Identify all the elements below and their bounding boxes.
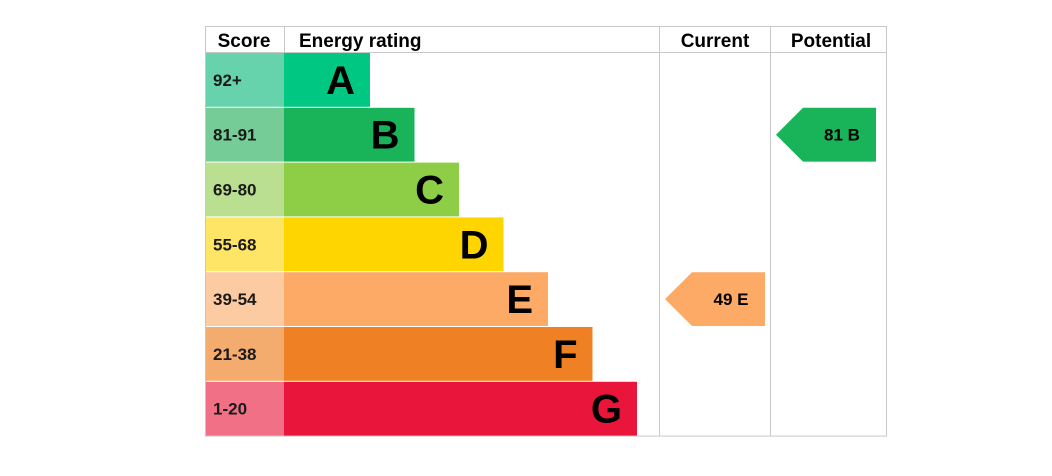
band-e: 39-54 E	[206, 272, 548, 326]
band-c: 69-80 C	[206, 162, 459, 217]
rating-bar	[284, 162, 459, 217]
score-range-label: 21-38	[213, 345, 256, 364]
score-range-label: 81-91	[213, 126, 256, 145]
rating-bar	[284, 327, 593, 381]
score-cell	[206, 162, 285, 217]
rating-bar	[284, 272, 548, 326]
header-potential: Potential	[791, 31, 871, 52]
rating-bar	[284, 107, 415, 162]
rating-letter: C	[415, 169, 444, 213]
current-rating-arrow-label: 49 E	[714, 290, 749, 309]
score-range-label: 39-54	[213, 290, 257, 309]
score-range-label: 55-68	[213, 235, 256, 254]
potential-rating-arrow-label: 81 B	[824, 126, 860, 145]
header-energy-rating: Energy rating	[299, 31, 421, 52]
chart-border	[205, 26, 887, 437]
header-current: Current	[681, 31, 750, 52]
score-cell	[206, 107, 285, 162]
rating-arrows: 49 E 81 B	[665, 107, 876, 326]
score-cell	[206, 53, 285, 107]
rating-letter: E	[506, 278, 533, 322]
rating-bar	[284, 381, 637, 436]
band-f: 21-38 F	[206, 327, 593, 381]
band-g: 1-20 G	[206, 381, 637, 436]
rating-bands: 92+ A 81-91 B 69-80 C 55-68 D 39-54 E 21-38 F 1-20 G	[206, 53, 637, 436]
band-b: 81-91 B	[206, 107, 415, 162]
score-cell	[206, 381, 285, 436]
rating-letter: A	[326, 59, 355, 103]
chart-grid	[205, 26, 887, 437]
rating-bar	[284, 217, 504, 272]
score-cell	[206, 272, 285, 326]
rating-bar	[284, 53, 370, 107]
rating-letter: G	[591, 388, 622, 432]
score-cell	[206, 327, 285, 381]
score-cell	[206, 217, 285, 272]
band-a: 92+ A	[206, 53, 370, 107]
current-rating-arrow-shape	[665, 272, 765, 326]
rating-letter: F	[553, 333, 577, 377]
band-d: 55-68 D	[206, 217, 504, 272]
rating-letter: B	[371, 114, 400, 158]
chart-headers: Score Energy rating Current Potential	[218, 31, 872, 52]
current-rating-arrow: 49 E	[665, 272, 765, 326]
score-range-label: 92+	[213, 71, 242, 90]
rating-letter: D	[460, 223, 489, 267]
header-score: Score	[218, 31, 271, 52]
potential-rating-arrow: 81 B	[776, 107, 876, 162]
score-range-label: 1-20	[213, 400, 247, 419]
potential-rating-arrow-shape	[776, 107, 876, 162]
score-range-label: 69-80	[213, 181, 256, 200]
